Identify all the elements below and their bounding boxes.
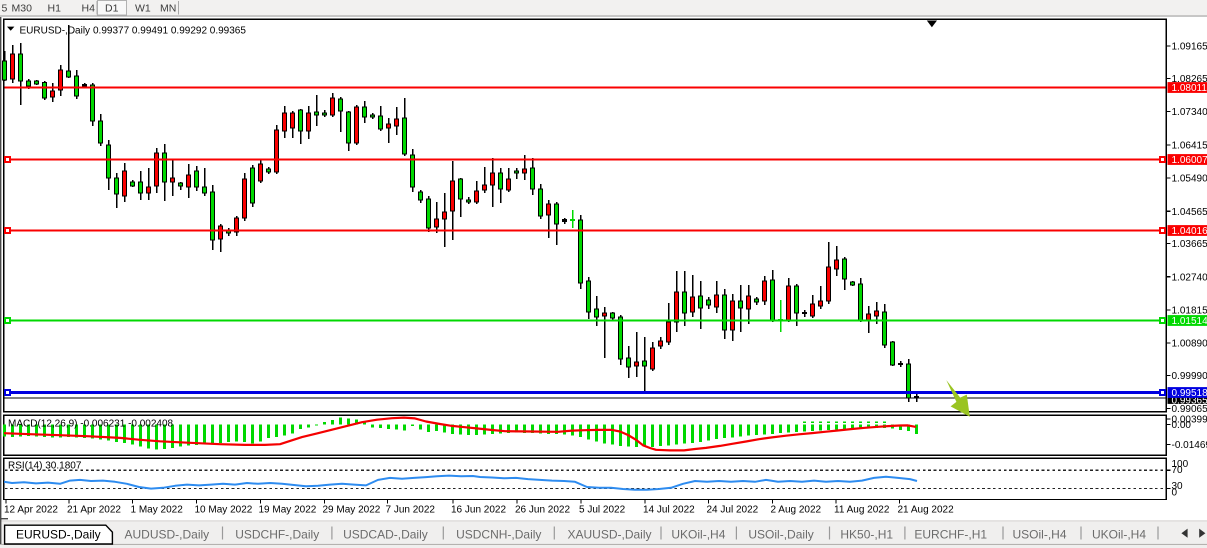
- svg-text:D1: D1: [105, 2, 119, 14]
- svg-text:16 Jun 2022: 16 Jun 2022: [451, 504, 506, 515]
- svg-text:EURCHF-,H1: EURCHF-,H1: [914, 528, 987, 542]
- svg-text:12 Apr 2022: 12 Apr 2022: [4, 504, 58, 515]
- svg-text:10 May 2022: 10 May 2022: [195, 504, 253, 515]
- svg-text:1.06415: 1.06415: [1172, 140, 1207, 151]
- svg-text:MACD(12,26,9) -0.006231 -0.002: MACD(12,26,9) -0.006231 -0.002408: [8, 418, 174, 429]
- svg-text:1.04565: 1.04565: [1172, 207, 1207, 218]
- svg-text:H4: H4: [82, 2, 96, 14]
- svg-text:USOil-,H4: USOil-,H4: [1013, 528, 1067, 542]
- svg-text:1.01514: 1.01514: [1172, 316, 1207, 327]
- svg-text:XAUUSD-,Daily: XAUUSD-,Daily: [568, 528, 652, 542]
- svg-text:1.08265: 1.08265: [1172, 74, 1207, 85]
- svg-text:30: 30: [1172, 481, 1184, 492]
- svg-text:AUDUSD-,Daily: AUDUSD-,Daily: [125, 528, 210, 542]
- svg-text:29 May 2022: 29 May 2022: [323, 504, 381, 515]
- svg-text:1.03665: 1.03665: [1172, 239, 1207, 250]
- svg-text:14 Jul 2022: 14 Jul 2022: [643, 504, 695, 515]
- svg-text:100: 100: [1172, 459, 1189, 470]
- svg-text:11 Aug 2022: 11 Aug 2022: [834, 504, 890, 515]
- svg-text:5: 5: [2, 2, 8, 14]
- svg-text:-0.014695: -0.014695: [1172, 440, 1207, 451]
- svg-text:0.99365: 0.99365: [1172, 395, 1207, 406]
- svg-text:M30: M30: [12, 2, 33, 14]
- svg-text:21 Apr 2022: 21 Apr 2022: [67, 504, 121, 515]
- svg-text:UKOil-,H4: UKOil-,H4: [1092, 528, 1146, 542]
- svg-text:1.06007: 1.06007: [1172, 155, 1207, 166]
- svg-text:1.02740: 1.02740: [1172, 272, 1207, 283]
- svg-text:0.99990: 0.99990: [1172, 371, 1207, 382]
- svg-text:0: 0: [1172, 488, 1178, 499]
- svg-text:1.05490: 1.05490: [1172, 174, 1207, 185]
- svg-text:0.00399: 0.00399: [1172, 415, 1207, 426]
- svg-text:USDCNH-,Daily: USDCNH-,Daily: [456, 528, 541, 542]
- svg-text:7 Jun 2022: 7 Jun 2022: [386, 504, 436, 515]
- svg-text:0.99065: 0.99065: [1172, 404, 1207, 415]
- svg-text:RSI(14) 30.1807: RSI(14) 30.1807: [8, 461, 82, 472]
- svg-text:21 Aug 2022: 21 Aug 2022: [898, 504, 955, 515]
- svg-text:1.07340: 1.07340: [1172, 107, 1207, 118]
- svg-text:1 May 2022: 1 May 2022: [131, 504, 184, 515]
- svg-text:USDCHF-,Daily: USDCHF-,Daily: [235, 528, 319, 542]
- svg-text:EURUSD-,Daily: EURUSD-,Daily: [20, 25, 91, 36]
- svg-text:USOil-,Daily: USOil-,Daily: [748, 528, 813, 542]
- svg-text:2 Aug 2022: 2 Aug 2022: [771, 504, 822, 515]
- svg-text:19 May 2022: 19 May 2022: [259, 504, 317, 515]
- svg-text:1.09165: 1.09165: [1172, 42, 1207, 53]
- svg-text:1.00890: 1.00890: [1172, 339, 1207, 350]
- svg-text:0.99518: 0.99518: [1172, 388, 1207, 399]
- svg-text:5 Jul 2022: 5 Jul 2022: [579, 504, 626, 515]
- svg-text:1.01815: 1.01815: [1172, 306, 1207, 317]
- svg-text:26 Jun 2022: 26 Jun 2022: [515, 504, 570, 515]
- svg-text:EURUSD-,Daily: EURUSD-,Daily: [16, 528, 101, 542]
- svg-text:MN: MN: [160, 2, 176, 14]
- svg-text:1.08011: 1.08011: [1172, 83, 1207, 94]
- svg-text:1.04016: 1.04016: [1172, 226, 1207, 237]
- svg-text:0.00: 0.00: [1172, 420, 1192, 431]
- svg-text:W1: W1: [135, 2, 151, 14]
- svg-text:UKOil-,H4: UKOil-,H4: [671, 528, 725, 542]
- svg-text:0.99377 0.99491 0.99292 0.9936: 0.99377 0.99491 0.99292 0.99365: [93, 25, 246, 36]
- svg-text:70: 70: [1172, 465, 1184, 476]
- svg-text:24 Jul 2022: 24 Jul 2022: [707, 504, 759, 515]
- svg-text:USDCAD-,Daily: USDCAD-,Daily: [343, 528, 428, 542]
- svg-text:HK50-,H1: HK50-,H1: [840, 528, 893, 542]
- svg-text:H1: H1: [48, 2, 62, 14]
